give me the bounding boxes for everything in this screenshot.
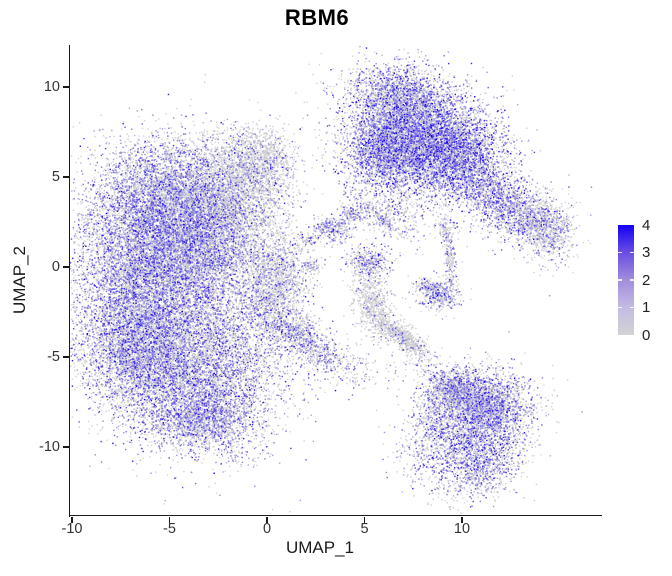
- y-tick-label: -5: [47, 349, 60, 365]
- legend-tick-label: 3: [642, 244, 651, 261]
- x-tick-mark: [461, 516, 463, 523]
- legend-tick-label: 0: [642, 326, 651, 344]
- legend-bar-tick: [630, 306, 634, 309]
- legend-tick-label: 4: [642, 216, 651, 234]
- x-tick-label: 5: [360, 521, 369, 537]
- y-tick-label: 0: [51, 259, 60, 275]
- y-axis-line: [68, 45, 70, 517]
- x-tick-label: 10: [453, 521, 471, 537]
- y-tick-mark: [63, 266, 69, 268]
- legend-bar-tick: [630, 251, 634, 254]
- y-tick-label: 10: [43, 79, 60, 95]
- legend-bar-tick: [618, 251, 622, 254]
- plot-title: RBM6: [284, 5, 350, 30]
- y-tick-label: -10: [39, 439, 60, 455]
- x-axis-title: UMAP_1: [285, 538, 355, 557]
- x-tick-label: -5: [163, 521, 176, 537]
- legend-colorbar: [618, 225, 634, 335]
- y-tick-mark: [63, 356, 69, 358]
- x-tick-label: -10: [61, 521, 83, 537]
- x-tick-mark: [71, 516, 73, 523]
- legend-bar-tick: [618, 279, 622, 281]
- y-tick-mark: [63, 86, 69, 88]
- x-tick-mark: [363, 516, 366, 523]
- x-axis-line: [68, 515, 602, 517]
- legend-bar-tick: [618, 306, 622, 309]
- legend-tick-label: 2: [642, 271, 651, 289]
- y-tick-mark: [63, 176, 69, 178]
- legend-tick-label: 1: [642, 299, 651, 316]
- y-tick-mark: [63, 446, 69, 448]
- x-tick-label: 0: [262, 521, 272, 537]
- legend: 4 3 2 1 0: [610, 215, 672, 355]
- y-axis-title: UMAP_2: [10, 245, 29, 315]
- y-tick-label: 5: [51, 169, 60, 185]
- x-tick-mark: [266, 516, 268, 523]
- x-tick-mark: [168, 516, 171, 523]
- legend-bar-tick: [630, 279, 634, 281]
